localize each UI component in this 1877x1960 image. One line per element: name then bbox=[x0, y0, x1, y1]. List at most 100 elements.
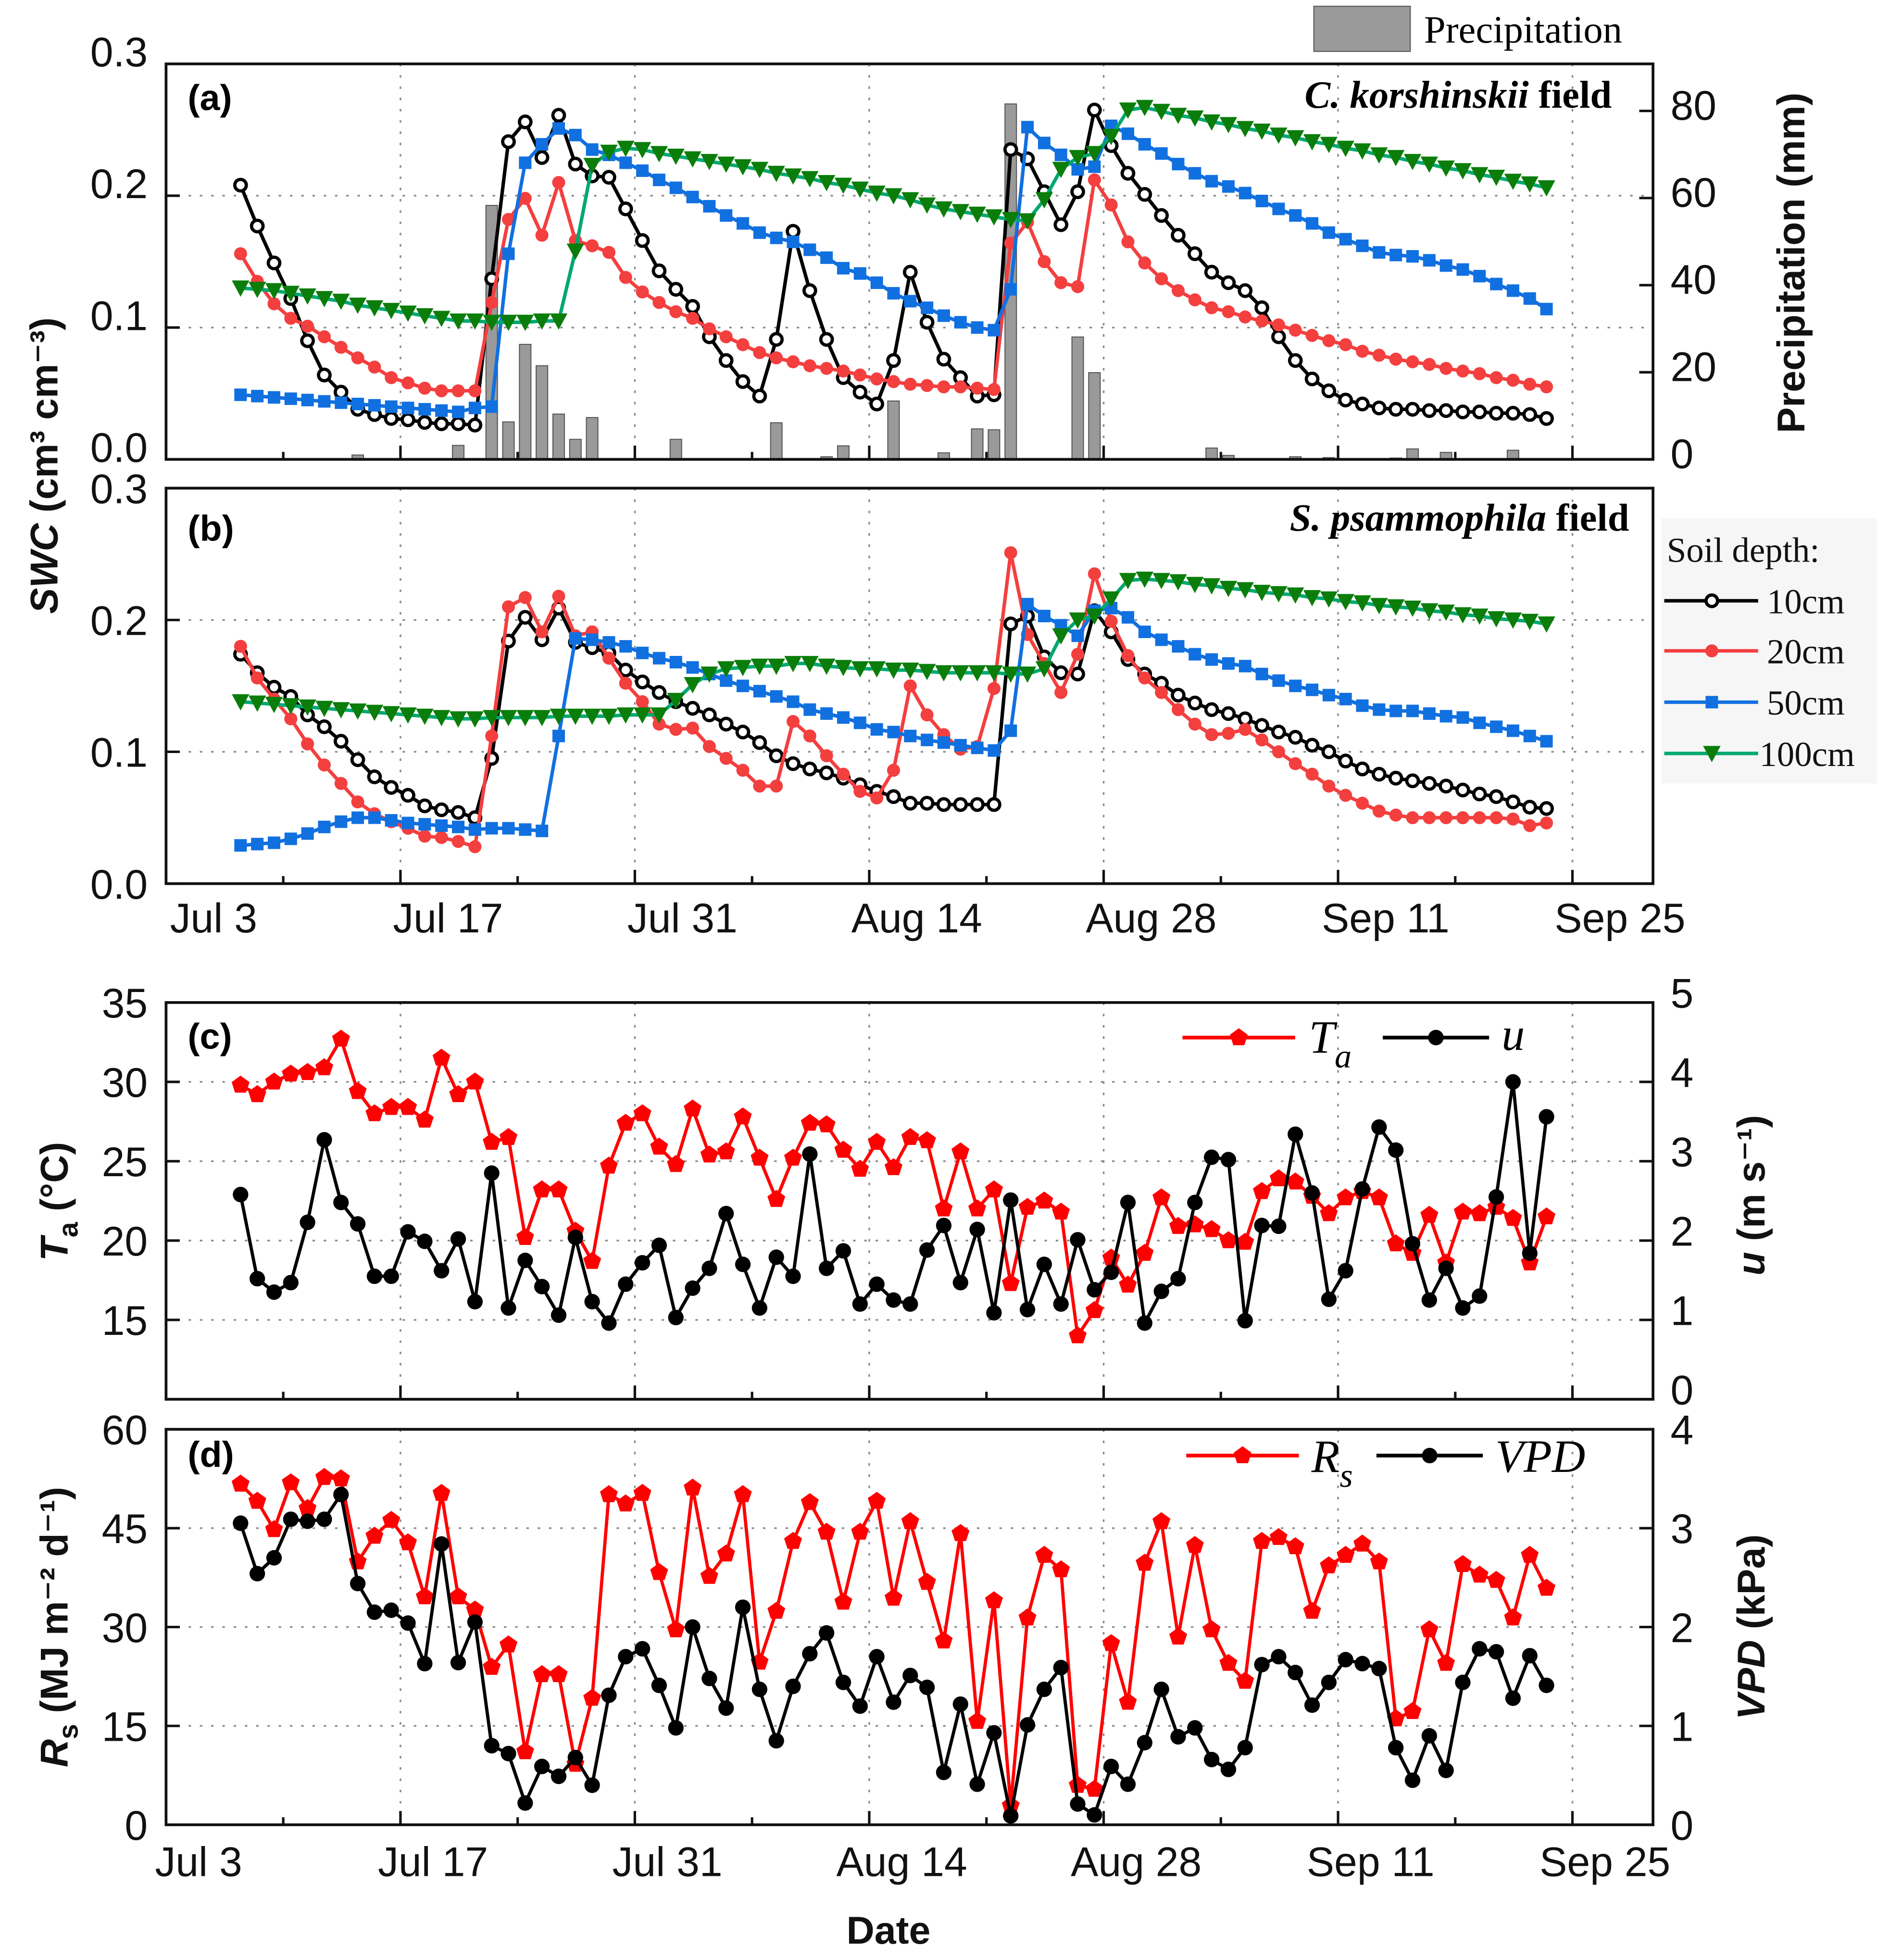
data-point bbox=[468, 384, 482, 398]
data-point bbox=[234, 640, 247, 653]
legend-marker-20cm bbox=[1705, 644, 1718, 658]
data-point bbox=[1490, 277, 1503, 290]
data-point bbox=[1454, 163, 1472, 180]
ta-symbol: T bbox=[33, 1235, 76, 1261]
data-point bbox=[1370, 147, 1388, 164]
data-point bbox=[315, 1468, 334, 1485]
data-point bbox=[551, 1307, 567, 1323]
data-point bbox=[1471, 167, 1489, 184]
data-point bbox=[452, 405, 465, 418]
data-point bbox=[618, 1649, 634, 1665]
data-point bbox=[954, 316, 967, 329]
data-point bbox=[1388, 770, 1403, 786]
data-point bbox=[751, 1681, 768, 1697]
series-line-50cm bbox=[240, 124, 1548, 414]
data-point bbox=[937, 380, 951, 394]
data-point bbox=[1239, 187, 1251, 200]
data-point bbox=[299, 288, 316, 305]
data-point bbox=[550, 1665, 568, 1683]
data-point bbox=[468, 840, 482, 854]
data-point bbox=[921, 733, 934, 746]
data-point bbox=[432, 1048, 450, 1066]
data-point bbox=[534, 1759, 550, 1774]
data-point bbox=[971, 741, 984, 754]
data-point bbox=[784, 168, 802, 185]
data-point bbox=[985, 1180, 1003, 1198]
data-point bbox=[619, 271, 632, 284]
data-point bbox=[1355, 396, 1370, 412]
data-point bbox=[284, 312, 298, 325]
data-point bbox=[852, 1698, 868, 1714]
panel-label-d: (d) bbox=[188, 1434, 234, 1474]
data-point bbox=[349, 297, 367, 314]
data-point bbox=[904, 729, 917, 742]
data-point bbox=[332, 1030, 350, 1047]
data-point bbox=[1222, 180, 1235, 193]
x-tick-label: Sep 25 bbox=[1539, 1839, 1670, 1885]
data-point bbox=[382, 1098, 400, 1115]
data-point bbox=[316, 1511, 332, 1527]
panel-a-title-suffix: field bbox=[1529, 74, 1612, 116]
data-point bbox=[1221, 275, 1236, 290]
data-point bbox=[1453, 1555, 1472, 1572]
data-point bbox=[1085, 1780, 1104, 1797]
legend-marker-t bbox=[1230, 1028, 1248, 1045]
data-point bbox=[1388, 1740, 1404, 1756]
data-point bbox=[918, 664, 936, 680]
data-point bbox=[718, 716, 734, 732]
data-point bbox=[1523, 729, 1536, 742]
data-point bbox=[333, 734, 349, 749]
data-point bbox=[886, 1292, 901, 1308]
data-point bbox=[1253, 585, 1271, 601]
vpd-symbol: VPD bbox=[1730, 1640, 1773, 1720]
x-tick-label: Sep 25 bbox=[1554, 895, 1685, 942]
data-point bbox=[518, 591, 532, 604]
data-point bbox=[1002, 666, 1020, 683]
data-point bbox=[1222, 727, 1235, 740]
legend-ta-symbol: T bbox=[1309, 1011, 1338, 1063]
data-point bbox=[1219, 117, 1238, 134]
data-point bbox=[1322, 334, 1336, 348]
data-point bbox=[501, 213, 515, 226]
data-point bbox=[1456, 364, 1470, 378]
data-point bbox=[317, 330, 331, 343]
data-point bbox=[415, 1587, 434, 1605]
precipitation-bar bbox=[887, 400, 900, 460]
y2-tick-label: 4 bbox=[1671, 1407, 1694, 1454]
data-point bbox=[1269, 1169, 1288, 1186]
data-point bbox=[1322, 689, 1335, 702]
data-point bbox=[332, 702, 350, 718]
data-point bbox=[768, 1249, 784, 1265]
data-point bbox=[284, 832, 297, 845]
data-point bbox=[737, 679, 750, 692]
data-point bbox=[1171, 703, 1185, 716]
data-point bbox=[467, 1614, 483, 1630]
data-point bbox=[1255, 314, 1269, 327]
data-point bbox=[903, 679, 917, 692]
data-point bbox=[1489, 811, 1503, 825]
data-point bbox=[1505, 794, 1521, 809]
data-point bbox=[834, 177, 852, 194]
data-point bbox=[633, 142, 651, 159]
data-point bbox=[685, 701, 700, 716]
data-point bbox=[433, 311, 450, 327]
data-point bbox=[904, 295, 917, 308]
data-point bbox=[550, 313, 568, 330]
data-point bbox=[1437, 604, 1455, 621]
data-point bbox=[1304, 738, 1320, 753]
data-point bbox=[1220, 1761, 1237, 1777]
data-point bbox=[1523, 292, 1536, 305]
data-point bbox=[1035, 1191, 1053, 1209]
data-point bbox=[1171, 688, 1186, 703]
data-point bbox=[1286, 1537, 1304, 1555]
data-point bbox=[1506, 724, 1519, 737]
legend-label-50cm: 50cm bbox=[1767, 683, 1845, 722]
data-point bbox=[234, 388, 247, 401]
data-point bbox=[787, 695, 800, 708]
data-point bbox=[1521, 614, 1539, 630]
data-point bbox=[951, 204, 969, 221]
data-point bbox=[717, 661, 735, 678]
data-point bbox=[753, 226, 766, 239]
data-point bbox=[250, 218, 265, 234]
data-point bbox=[935, 665, 953, 682]
